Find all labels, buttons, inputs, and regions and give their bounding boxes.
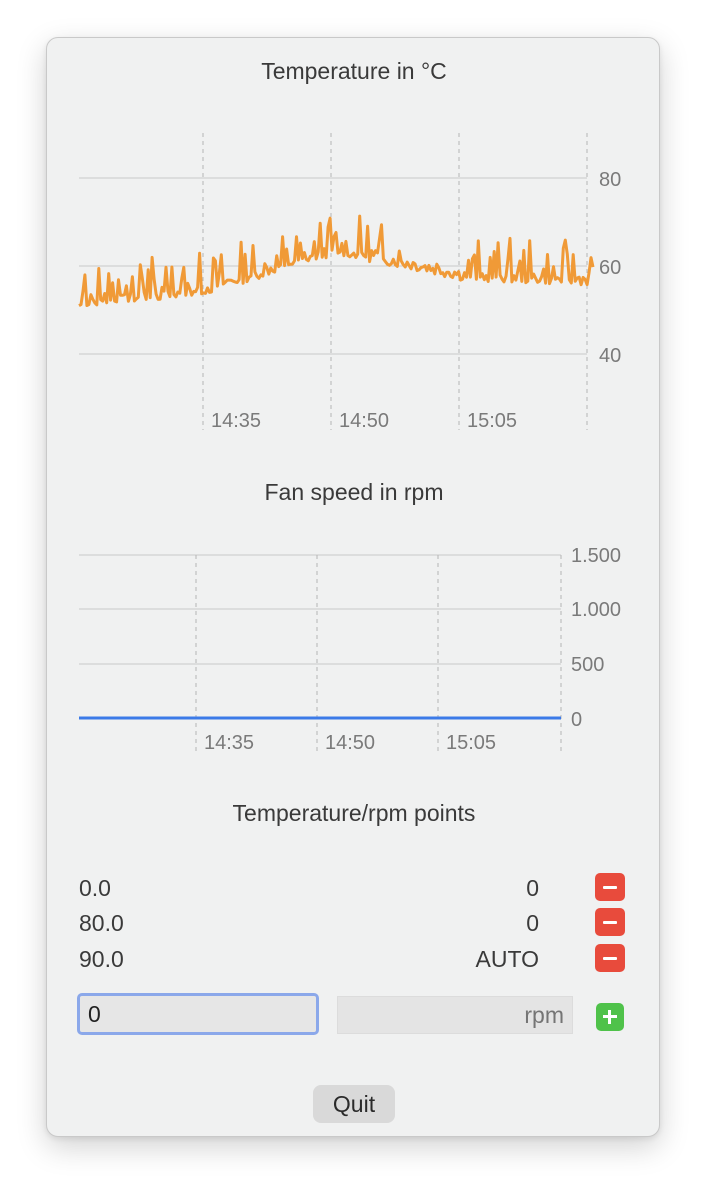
fan-control-window: Temperature in °C 80 60 40 14:35 14:50 1…: [46, 37, 660, 1137]
fan-ytick-1500: 1.500: [571, 545, 621, 567]
new-temperature-input[interactable]: [77, 993, 319, 1035]
fan-xtick-1450: 14:50: [325, 732, 375, 754]
fan-ytick-500: 500: [571, 654, 604, 676]
point-rpm: AUTO: [476, 946, 539, 973]
remove-point-button[interactable]: [595, 873, 625, 901]
fan-xtick-1505: 15:05: [446, 732, 496, 754]
point-row: 90.0 AUTO: [79, 943, 625, 975]
remove-point-button[interactable]: [595, 944, 625, 972]
fan-speed-chart: 1.500 1.000 500 0 14:35 14:50 15:05: [47, 38, 661, 798]
fan-ytick-0: 0: [571, 709, 582, 731]
point-row: 0.0 0: [79, 872, 625, 904]
new-rpm-input[interactable]: [337, 996, 573, 1034]
minus-icon: [603, 957, 617, 960]
point-temp: 0.0: [79, 875, 111, 902]
minus-icon: [603, 921, 617, 924]
point-temp: 90.0: [79, 946, 124, 973]
fan-xtick-1435: 14:35: [204, 732, 254, 754]
add-point-button[interactable]: [596, 1003, 624, 1031]
point-temp: 80.0: [79, 910, 124, 937]
point-rpm: 0: [526, 875, 539, 902]
fan-ytick-1000: 1.000: [571, 599, 621, 621]
fan-gridlines: [79, 555, 561, 753]
quit-button[interactable]: Quit: [313, 1085, 395, 1123]
points-title: Temperature/rpm points: [47, 800, 661, 827]
minus-icon: [603, 886, 617, 889]
point-rpm: 0: [526, 910, 539, 937]
point-row: 80.0 0: [79, 907, 625, 939]
remove-point-button[interactable]: [595, 908, 625, 936]
